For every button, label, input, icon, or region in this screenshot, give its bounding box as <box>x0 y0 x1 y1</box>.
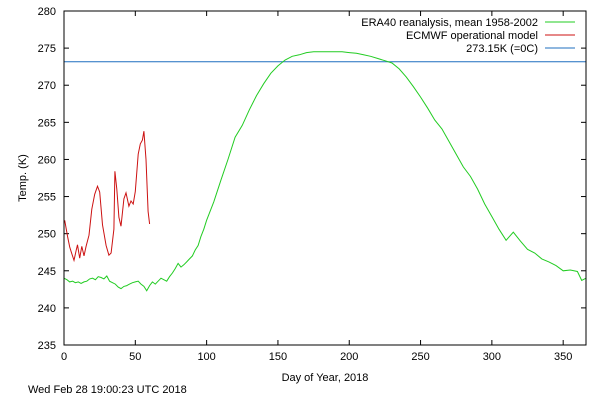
x-tick-label: 0 <box>61 351 67 363</box>
y-tick-label: 270 <box>38 80 56 92</box>
y-tick-label: 240 <box>38 303 56 315</box>
legend-entry-ecmwf: ECMWF operational model <box>406 30 575 42</box>
legend-label: ERA40 reanalysis, mean 1958-2002 <box>361 17 538 29</box>
x-tick-label: 50 <box>129 351 141 363</box>
x-tick-label: 200 <box>340 351 358 363</box>
x-tick-label: 250 <box>411 351 429 363</box>
legend-label: ECMWF operational model <box>406 30 538 42</box>
y-axis-label: Temp. (K) <box>17 154 29 202</box>
y-tick-label: 275 <box>38 43 56 55</box>
y-tick-label: 245 <box>38 266 56 278</box>
y-tick-label: 280 <box>38 6 56 18</box>
legend-entry-freezing: 273.15K (=0C) <box>466 43 575 55</box>
x-axis-label: Day of Year, 2018 <box>282 372 369 384</box>
series-line-era40 <box>63 51 587 292</box>
y-tick-label: 250 <box>38 229 56 241</box>
legend-entry-era40: ERA40 reanalysis, mean 1958-2002 <box>361 17 575 29</box>
series-line-ecmwf <box>64 131 151 263</box>
y-tick-label: 235 <box>38 340 56 352</box>
x-tick-label: 300 <box>483 351 501 363</box>
legend-label: 273.15K (=0C) <box>466 43 538 55</box>
plot-frame <box>63 10 587 346</box>
footer-timestamp: Wed Feb 28 19:00:23 UTC 2018 <box>28 384 187 396</box>
x-tick-label: 100 <box>197 351 215 363</box>
x-tick-label: 150 <box>269 351 287 363</box>
x-tick-label: 350 <box>554 351 572 363</box>
y-tick-label: 265 <box>38 117 56 129</box>
y-tick-label: 260 <box>38 154 56 166</box>
y-tick-label: 255 <box>38 192 56 204</box>
